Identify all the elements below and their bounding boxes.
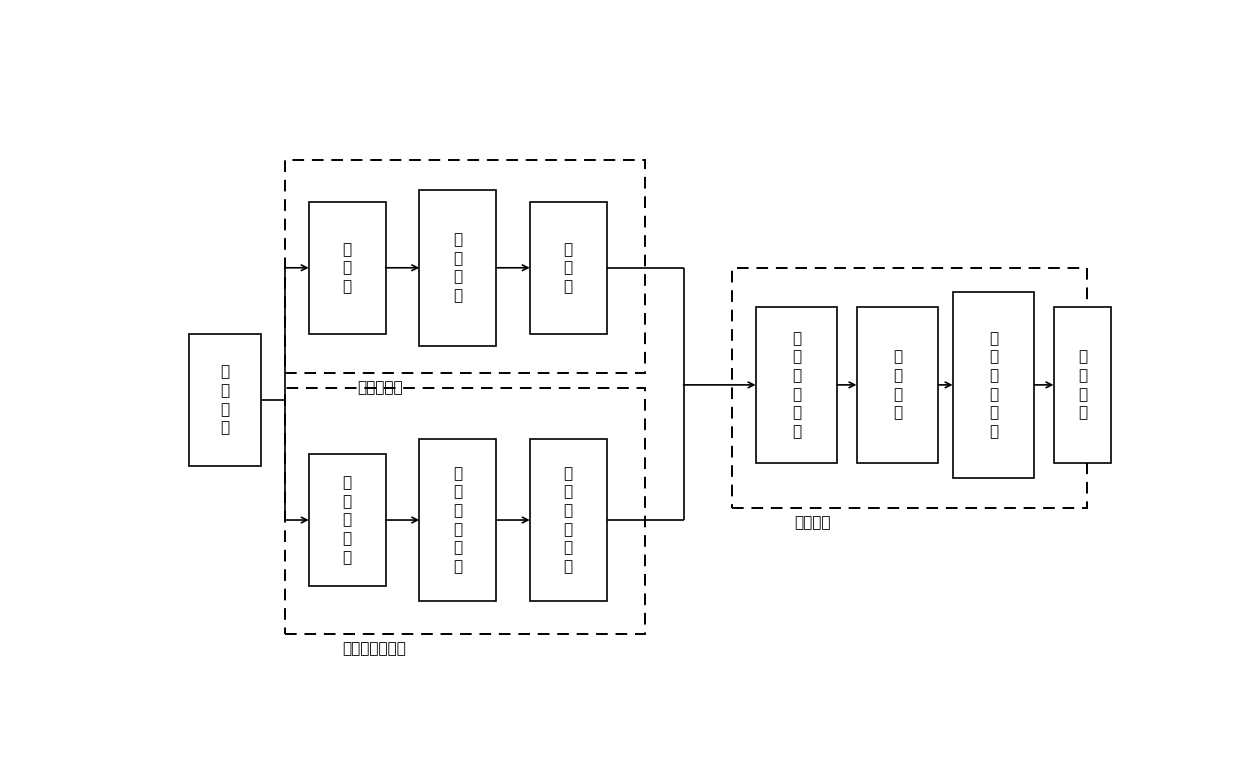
Text: 二值图像后处理: 二值图像后处理	[342, 642, 407, 657]
Text: 水
平
位
置
确
定: 水 平 位 置 确 定	[792, 331, 801, 439]
Bar	[952, 292, 1034, 478]
Text: 残
缺
条
纹
去
除: 残 缺 条 纹 去 除	[564, 466, 573, 574]
Bar	[755, 307, 837, 463]
Bar	[529, 439, 606, 601]
Text: 图像二值化: 图像二值化	[357, 381, 403, 395]
Bar	[732, 268, 1087, 508]
Bar	[529, 202, 606, 334]
Bar	[309, 202, 386, 334]
Bar	[857, 307, 939, 463]
Text: 孤
立
点
去
除: 孤 立 点 去 除	[342, 475, 352, 565]
Text: 图
像
获
取: 图 像 获 取	[221, 364, 229, 435]
Bar	[285, 388, 645, 634]
Text: 灰
度
化: 灰 度 化	[342, 242, 352, 294]
Text: 内
部
缺
陷
去
除: 内 部 缺 陷 去 除	[453, 466, 463, 574]
Text: 二
值
化: 二 值 化	[564, 242, 573, 294]
Text: 间距识别: 间距识别	[794, 516, 831, 530]
Text: 图
像
截
取: 图 像 截 取	[893, 349, 901, 420]
Bar	[419, 190, 496, 346]
Text: 条
纹
坐
标
识
别: 条 纹 坐 标 识 别	[990, 331, 998, 439]
Bar	[309, 454, 386, 586]
Text: 数
据
输
出: 数 据 输 出	[1078, 349, 1087, 420]
Bar	[1054, 307, 1111, 463]
Text: 平
滑
滤
波: 平 滑 滤 波	[453, 232, 463, 303]
Bar	[188, 334, 260, 466]
Bar	[419, 439, 496, 601]
Bar	[285, 160, 645, 373]
